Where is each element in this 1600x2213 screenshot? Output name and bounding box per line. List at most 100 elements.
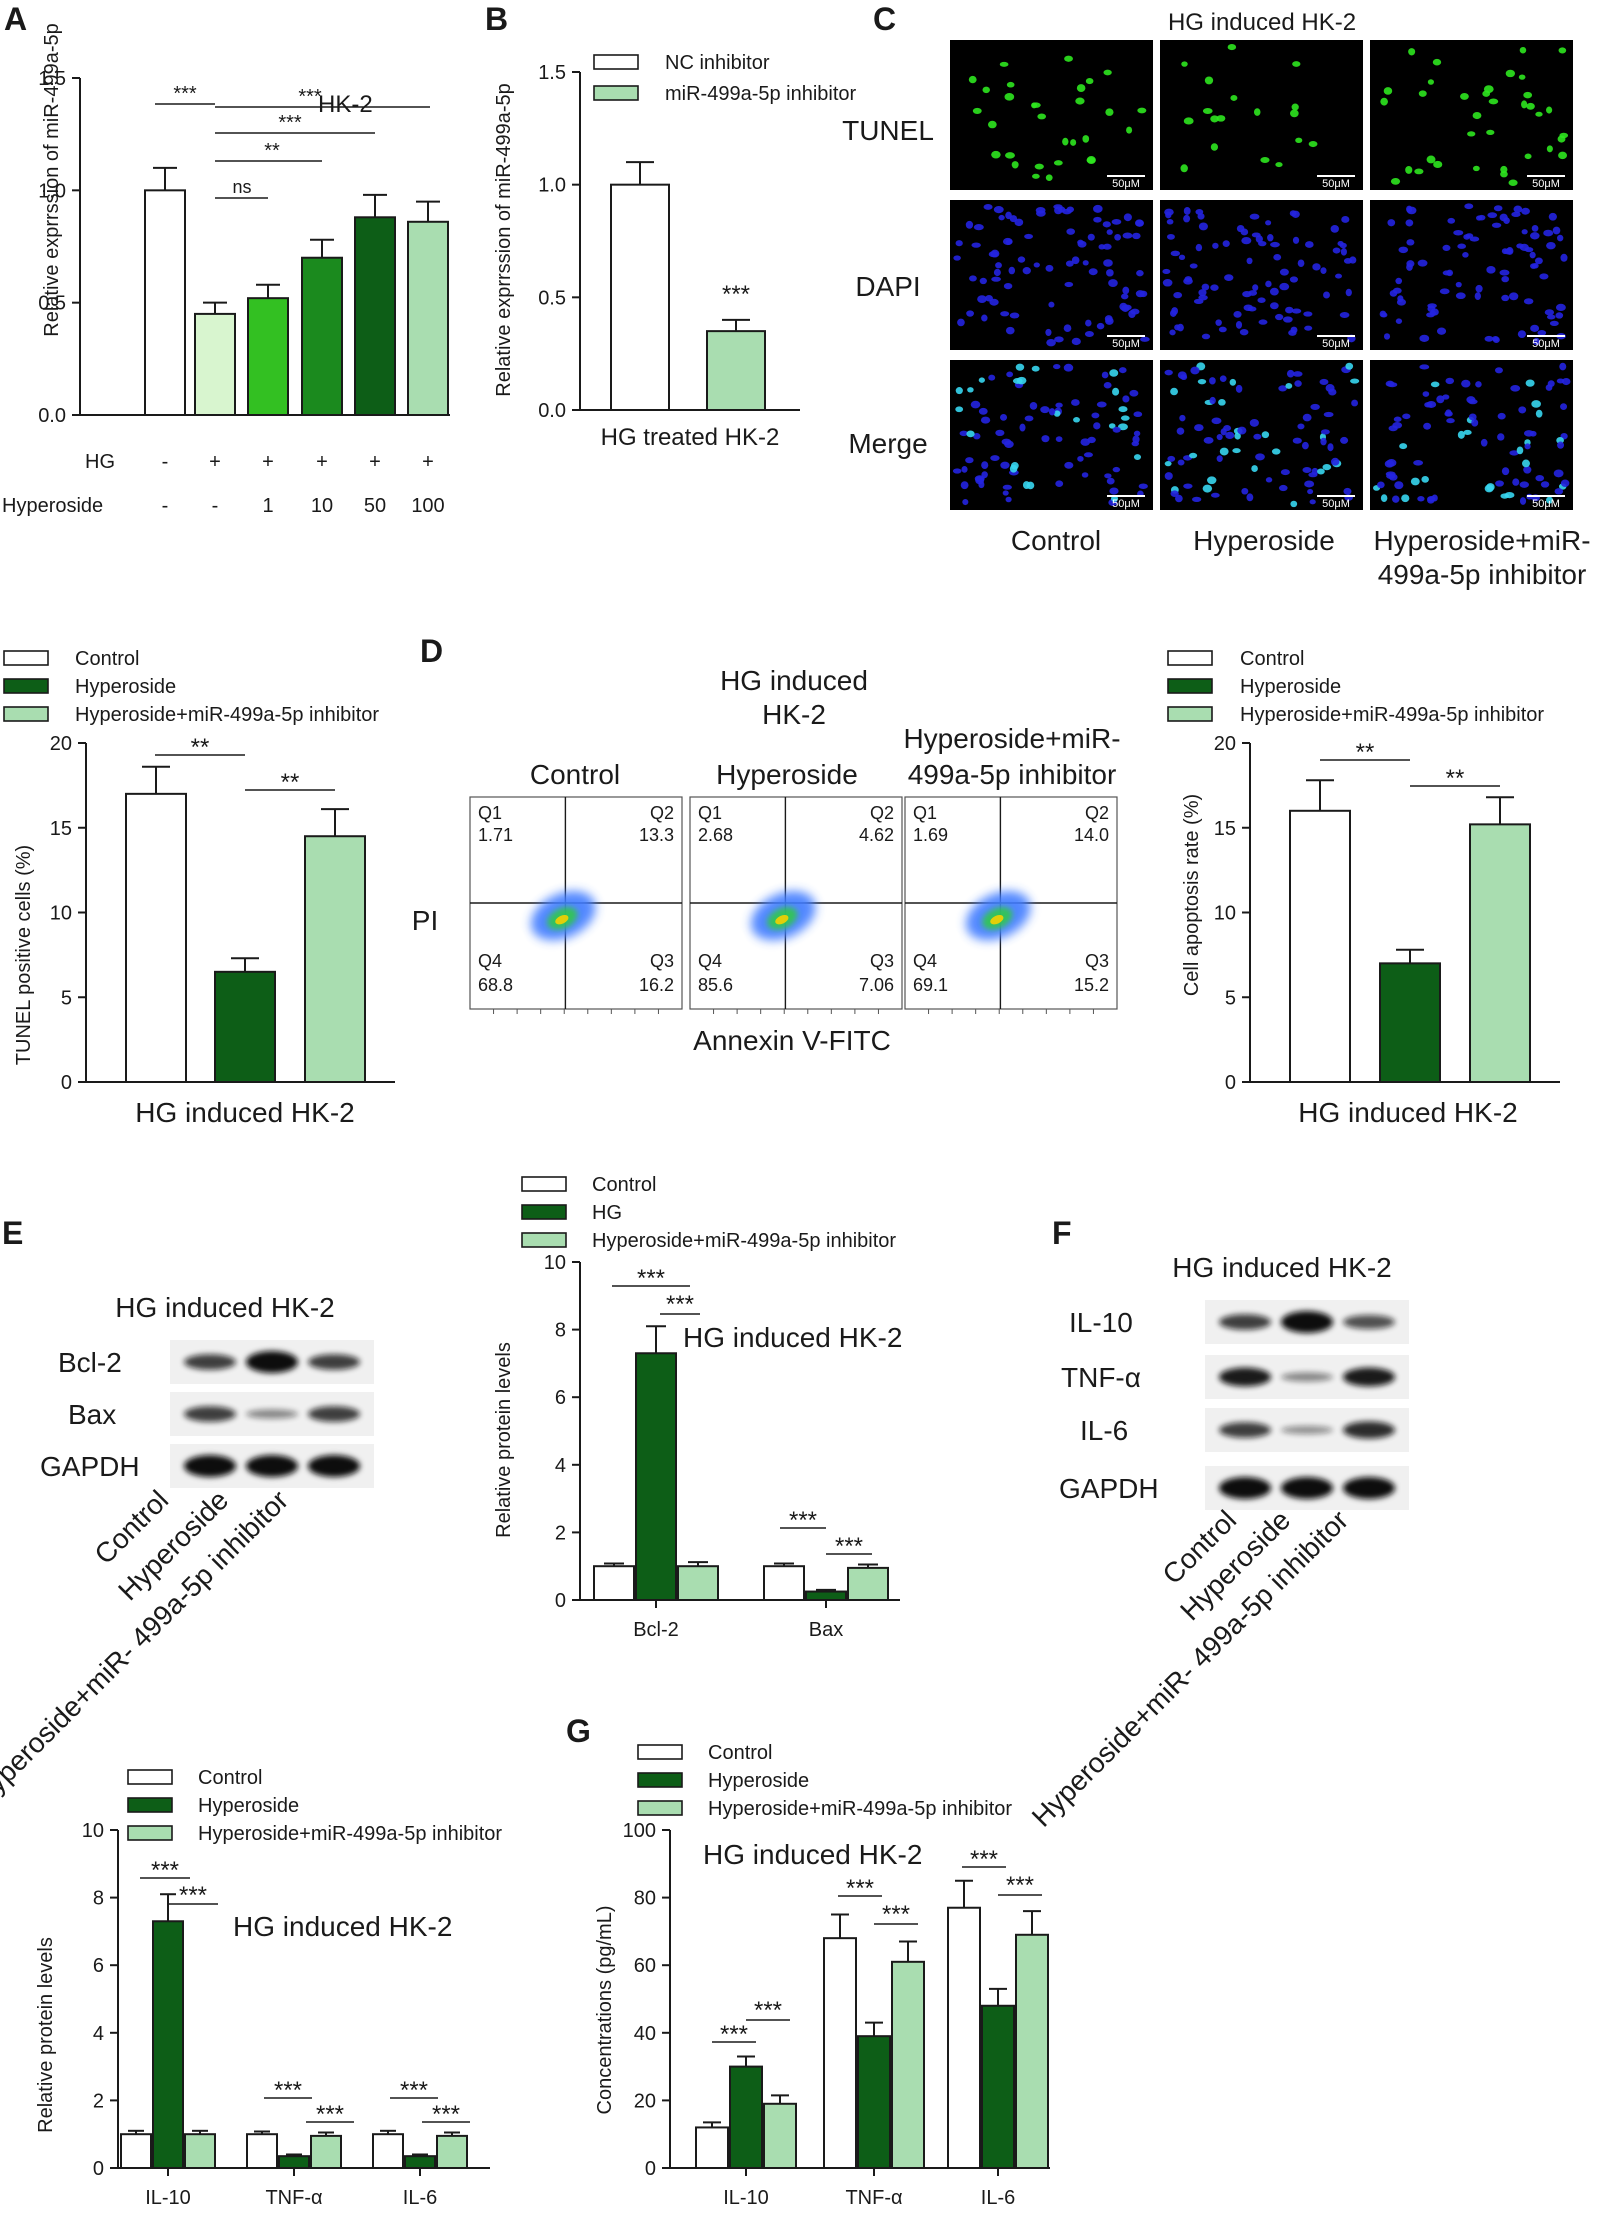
y-tick-label: 20 [1214,733,1236,755]
cell-nucleus [1022,267,1031,275]
cell-nucleus [1453,229,1464,236]
cell-nucleus [1484,335,1494,342]
cell-nucleus [1519,46,1527,54]
bar [436,2134,468,2169]
y-tick-label: 100 [623,1820,656,1842]
cell-nucleus [957,318,965,327]
cell-nucleus [1071,399,1080,406]
cell-nucleus [1235,321,1243,329]
cell-nucleus [1066,206,1075,213]
bar [763,2102,797,2170]
scale-bar-label: 50μM [1322,498,1350,510]
bar [407,220,449,416]
legend-swatch [593,85,639,101]
cell-nucleus [1505,69,1516,78]
chart-g-inset: HG induced HK-2 [703,1839,922,1870]
cell-nucleus [1392,495,1400,503]
cell-nucleus [1275,162,1283,168]
cell-nucleus [1234,432,1241,440]
cell-nucleus [1120,415,1130,421]
cell-nucleus [1319,378,1329,386]
cell-nucleus [1064,55,1073,62]
cell-nucleus [1204,76,1214,85]
cell-nucleus [998,214,1005,221]
cell-nucleus [1216,455,1223,463]
cell-nucleus [1377,481,1385,489]
cell-nucleus [955,406,964,413]
cell-nucleus [1427,79,1434,85]
cell-nucleus [952,468,962,474]
cell-nucleus [1048,301,1055,308]
cell-nucleus [1504,248,1513,255]
micrograph [1160,200,1363,350]
legend-swatch [637,1772,683,1788]
panel-c-row-labels: TUNEL DAPI Merge [842,115,934,459]
text-line: 499a-5p inhibitor [908,759,1117,790]
cell-nucleus [1181,61,1188,67]
band-label: Bcl-2 [58,1347,122,1378]
chart-eq-ylabel: Relative protein levels [493,1342,515,1538]
cell-nucleus [1240,228,1249,236]
cell-nucleus [979,277,987,285]
cell-nucleus [1323,411,1334,418]
cell-population-peak [555,915,569,925]
y-tick-label: 1.0 [538,175,566,197]
cell-nucleus [1433,160,1443,168]
y-tick-label: 5 [61,987,72,1009]
legend-swatch [127,1769,173,1785]
cell-nucleus [1340,248,1347,256]
cell-nucleus [1122,232,1133,239]
cell-population-peak [990,915,1004,925]
cell-nucleus [1063,363,1074,372]
bar [310,2134,342,2169]
cell-nucleus [1548,212,1557,221]
cell-nucleus [1480,438,1488,447]
legend-swatch [637,1800,683,1816]
bar [695,2126,729,2169]
cell-nucleus [1523,91,1533,99]
cell-nucleus [1202,108,1213,114]
y-tick-label: 10 [50,903,72,925]
cell-nucleus [1227,44,1237,51]
cell-nucleus [1062,137,1069,146]
cell-nucleus [990,455,1000,461]
cell-nucleus [1297,423,1305,430]
protein-band [1219,1367,1271,1387]
cell-nucleus [1491,222,1502,228]
cell-nucleus [1497,433,1505,441]
cell-nucleus [999,413,1008,421]
cell-nucleus [1341,215,1350,223]
cell-nucleus [1509,450,1519,456]
y-tick-label: 6 [93,1955,104,1977]
cell-nucleus [1519,243,1529,251]
cell-nucleus [1406,260,1415,268]
cell-nucleus [1073,417,1080,423]
legend-swatch [521,1232,567,1248]
x-tick-label: TNF-α [845,2187,902,2209]
y-tick-label: 4 [555,1455,566,1477]
cell-nucleus [973,433,981,440]
cell-nucleus [999,61,1009,67]
protein-band [1343,1367,1395,1387]
sig-label: *** [835,1533,863,1560]
cell-nucleus [1308,141,1318,148]
cell-nucleus [1529,251,1536,259]
g-legend: Control Hyperoside Hyperoside+miR-499a-5… [637,1742,1012,1820]
cell-nucleus [1180,164,1188,173]
cell-nucleus [1183,277,1193,285]
cell-nucleus [1216,433,1223,441]
cell-nucleus [1103,259,1113,267]
protein-band [1343,1315,1395,1329]
cell-nucleus [1106,477,1115,485]
cell-nucleus [1271,448,1281,455]
cell-nucleus [1393,416,1402,422]
chart-b-xlabel: HG treated HK-2 [601,424,780,451]
cell-nucleus [1118,406,1128,413]
cell-nucleus [1037,113,1047,120]
cell-nucleus [969,275,977,282]
protein-band [1281,1425,1333,1435]
bar [635,1352,677,1602]
legend-label: Hyperoside [1240,676,1341,698]
protein-band [246,1409,298,1419]
cell-nucleus [1191,496,1202,503]
